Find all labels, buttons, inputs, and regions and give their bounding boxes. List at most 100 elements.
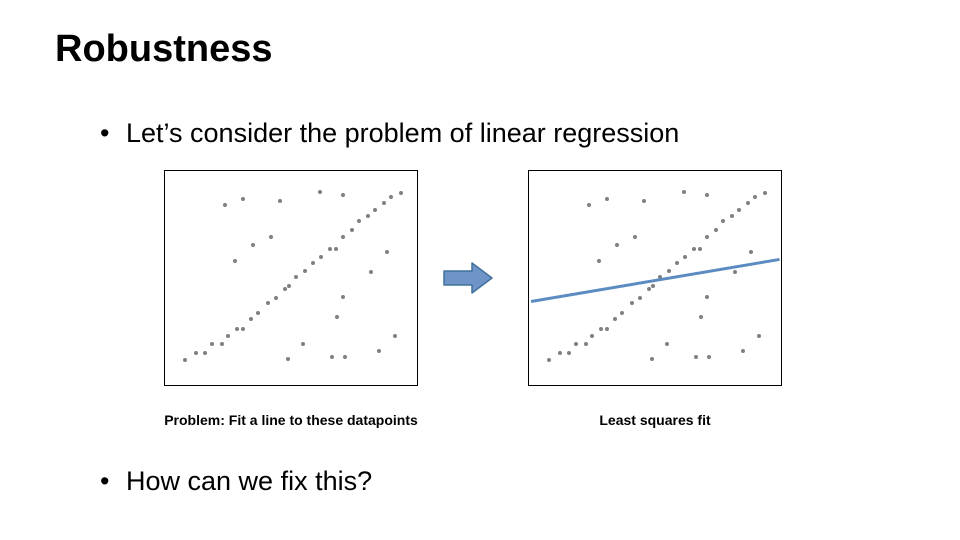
data-point (256, 311, 260, 315)
data-point (301, 342, 305, 346)
data-point (638, 296, 642, 300)
data-point (605, 327, 609, 331)
data-point (319, 255, 323, 259)
data-point (311, 261, 315, 265)
data-point (341, 193, 345, 197)
data-point (183, 358, 187, 362)
data-point (647, 287, 651, 291)
data-point (287, 284, 291, 288)
data-point (203, 351, 207, 355)
data-point (350, 228, 354, 232)
data-point (665, 342, 669, 346)
data-point (241, 197, 245, 201)
data-point (286, 357, 290, 361)
data-point (399, 191, 403, 195)
caption-right: Least squares fit (599, 412, 710, 428)
data-point (682, 190, 686, 194)
data-point (547, 358, 551, 362)
data-point (357, 219, 361, 223)
data-point (235, 327, 239, 331)
scatter-plot-right (528, 170, 782, 386)
data-point (705, 295, 709, 299)
data-point (335, 315, 339, 319)
data-point (233, 259, 237, 263)
data-point (210, 342, 214, 346)
data-point (587, 203, 591, 207)
data-point (651, 284, 655, 288)
data-point (393, 334, 397, 338)
data-point (763, 191, 767, 195)
data-point (226, 334, 230, 338)
data-point (741, 349, 745, 353)
data-point (683, 255, 687, 259)
data-point (241, 327, 245, 331)
data-point (605, 197, 609, 201)
data-point (389, 195, 393, 199)
data-point (328, 247, 332, 251)
data-point (757, 334, 761, 338)
data-point (385, 250, 389, 254)
data-point (675, 261, 679, 265)
arrow-icon (442, 260, 502, 296)
data-point (746, 201, 750, 205)
data-point (251, 243, 255, 247)
data-point (692, 247, 696, 251)
slide-title: Robustness (55, 28, 272, 71)
data-point (733, 270, 737, 274)
data-point (633, 235, 637, 239)
data-point (341, 235, 345, 239)
data-point (597, 259, 601, 263)
data-point (667, 269, 671, 273)
data-point (650, 357, 654, 361)
data-point (274, 296, 278, 300)
data-point (303, 269, 307, 273)
data-point (334, 247, 338, 251)
regression-line (531, 258, 779, 302)
data-point (567, 351, 571, 355)
data-point (249, 317, 253, 321)
data-point (558, 351, 562, 355)
data-point (590, 334, 594, 338)
data-point (705, 235, 709, 239)
data-point (278, 199, 282, 203)
data-point (220, 342, 224, 346)
data-point (584, 342, 588, 346)
bullet-intro: Let’s consider the problem of linear reg… (126, 118, 679, 149)
data-point (283, 287, 287, 291)
data-point (294, 275, 298, 279)
data-point (615, 243, 619, 247)
data-point (574, 342, 578, 346)
data-point (269, 235, 273, 239)
scatter-plot-left (164, 170, 418, 386)
data-point (613, 317, 617, 321)
plot-left-wrap: Problem: Fit a line to these datapoints (164, 170, 418, 428)
data-point (377, 349, 381, 353)
data-point (749, 250, 753, 254)
data-point (266, 301, 270, 305)
plot-right-wrap: Least squares fit (528, 170, 782, 428)
data-point (753, 195, 757, 199)
data-point (341, 295, 345, 299)
data-point (730, 214, 734, 218)
caption-left: Problem: Fit a line to these datapoints (164, 412, 418, 428)
data-point (599, 327, 603, 331)
data-point (194, 351, 198, 355)
data-point (714, 228, 718, 232)
data-point (318, 190, 322, 194)
data-point (369, 270, 373, 274)
data-point (737, 208, 741, 212)
bullet-question: How can we fix this? (126, 466, 372, 497)
data-point (642, 199, 646, 203)
data-point (382, 201, 386, 205)
data-point (373, 208, 377, 212)
data-point (707, 355, 711, 359)
data-point (694, 355, 698, 359)
data-point (721, 219, 725, 223)
data-point (343, 355, 347, 359)
data-point (630, 301, 634, 305)
slide: Robustness Let’s consider the problem of… (0, 0, 960, 540)
data-point (223, 203, 227, 207)
data-point (330, 355, 334, 359)
data-point (705, 193, 709, 197)
data-point (620, 311, 624, 315)
